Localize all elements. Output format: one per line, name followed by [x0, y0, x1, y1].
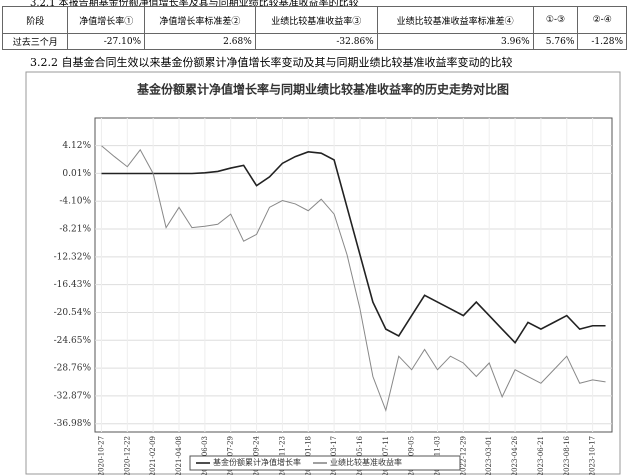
x-tick-label: 2021-09-24 [253, 435, 261, 475]
cell: -27.10% [67, 33, 146, 50]
chart-title: 基金份额累计净值增长率与同期业绩比较基准收益率的历史走势对比图 [136, 82, 509, 97]
cell: -32.86% [254, 33, 378, 50]
plot-area [94, 117, 613, 433]
series-line [101, 145, 606, 413]
x-tick-label: 2023-08-16 [563, 435, 571, 475]
header-cell: ②-④ [577, 6, 627, 34]
header-cell: 净值增长率标准差② [144, 6, 256, 34]
x-tick-label: 2023-04-26 [511, 435, 519, 475]
section-title: 3.2.2 自基金合同生效以来基金份额累计净值增长率变动及其与同期业绩比较基准收… [30, 56, 513, 69]
y-tick-label: 0.01% [62, 169, 91, 179]
header-cell: 业绩比较基准收益率标准差④ [376, 6, 534, 34]
caption: 3.2.1 本报告期基金份额净值增长率及其与同期业绩比较基准收益率的比较 [30, 0, 359, 9]
table: 阶段 净值增长率① 净值增长率标准差② 业绩比较基准收益率③ 业绩比较基准收益率… [1, 6, 627, 50]
y-tick-label: -4.10% [59, 197, 91, 207]
y-tick-label: -8.21% [59, 225, 91, 235]
cell: 过去三个月 [1, 33, 69, 50]
header-row: 阶段 净值增长率① 净值增长率标准差② 业绩比较基准收益率③ 业绩比较基准收益率… [1, 6, 627, 34]
y-tick-label: -28.76% [54, 364, 92, 374]
x-tick-label: 2023-03-01 [485, 436, 493, 475]
chart-frame [25, 71, 621, 475]
cell: 5.76% [532, 33, 579, 50]
legend-label: 基金份额累计净值增长率 [213, 457, 301, 467]
x-tick-label: 2021-04-08 [175, 436, 183, 475]
y-tick-label: -24.65% [54, 336, 92, 346]
header-cell: 业绩比较基准收益率③ [254, 6, 378, 34]
y-tick-label: -36.98% [54, 419, 92, 429]
x-tick-label: 2020-10-27 [97, 436, 105, 475]
y-tick-label: -12.32% [54, 252, 92, 262]
cell: 3.96% [376, 33, 534, 50]
cell: 2.68% [144, 33, 256, 50]
y-tick-label: -16.43% [54, 280, 92, 290]
data-row: 过去三个月 -27.10% 2.68% -32.86% 3.96% 5.76% … [1, 33, 627, 50]
y-tick-label: 4.12% [62, 141, 91, 151]
x-tick-label: 2021-02-09 [149, 436, 157, 475]
x-tick-label: 2020-12-22 [123, 436, 131, 475]
legend-label: 业绩比较基准收益率 [330, 457, 402, 467]
series-line [101, 151, 606, 344]
cell: -1.28% [577, 33, 627, 50]
x-tick-label: 2022-12-29 [459, 436, 467, 475]
y-tick-label: -32.87% [54, 391, 92, 401]
x-tick-label: 2023-10-17 [589, 436, 597, 475]
y-tick-label: -20.54% [54, 308, 92, 318]
x-tick-label: 2022-05-16 [356, 435, 364, 475]
x-tick-label: 2023-06-21 [537, 436, 545, 475]
